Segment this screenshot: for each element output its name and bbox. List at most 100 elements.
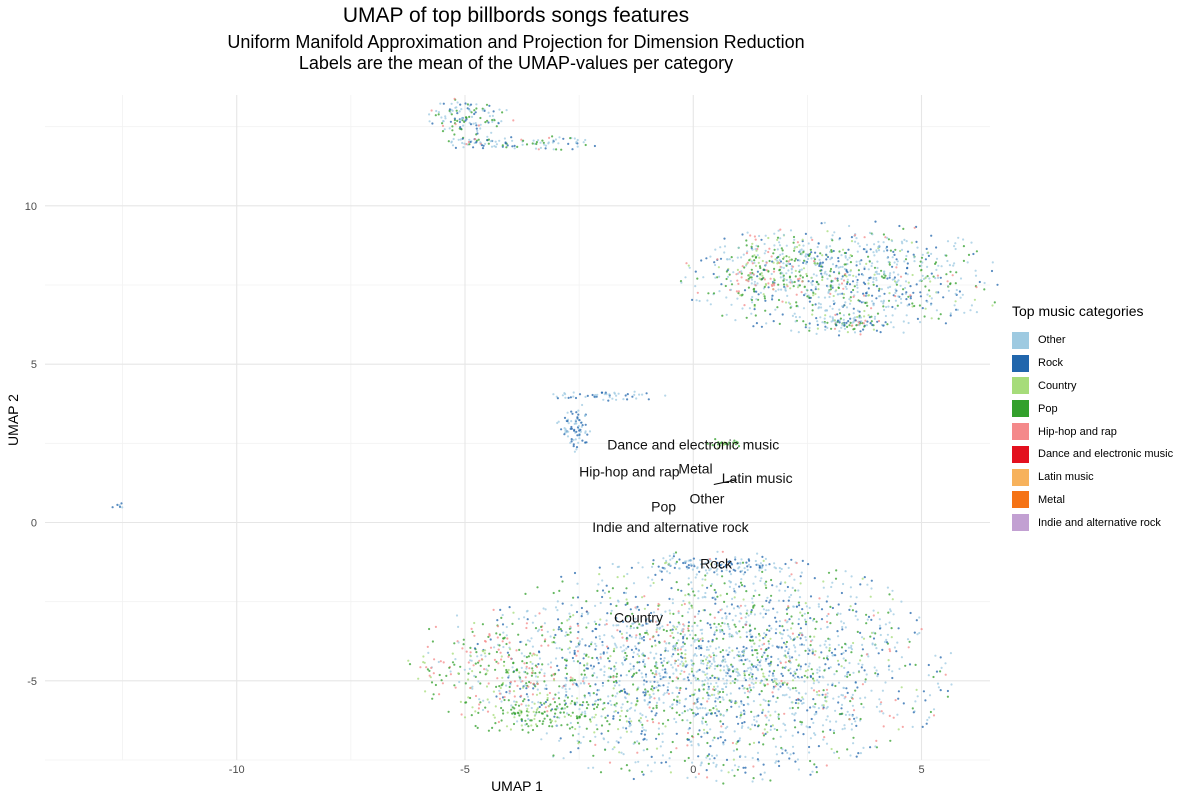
data-point — [795, 293, 798, 296]
data-point — [990, 269, 994, 273]
data-point — [579, 430, 583, 433]
data-point — [809, 675, 813, 679]
data-point — [769, 637, 772, 640]
data-point — [886, 633, 890, 636]
data-point — [911, 725, 914, 729]
data-point — [448, 108, 451, 111]
category-label: Indie and alternative rock — [592, 519, 749, 535]
data-point — [623, 656, 626, 659]
data-point — [701, 684, 704, 687]
data-point — [859, 697, 862, 700]
data-point — [450, 141, 453, 144]
data-point — [710, 693, 714, 697]
data-point — [576, 596, 580, 599]
data-point — [949, 652, 953, 655]
data-point — [608, 660, 611, 663]
data-point — [774, 290, 777, 293]
data-point — [758, 639, 761, 642]
data-point — [790, 615, 793, 618]
data-point — [639, 721, 642, 724]
data-point — [634, 617, 637, 620]
data-point — [713, 736, 716, 739]
data-point — [539, 141, 542, 144]
data-point — [848, 298, 851, 301]
data-point — [762, 637, 765, 640]
data-point — [762, 763, 765, 766]
data-point — [905, 254, 908, 258]
data-point — [503, 660, 506, 663]
data-point — [475, 651, 478, 654]
data-point — [831, 263, 835, 266]
data-point — [639, 712, 642, 715]
data-point — [878, 627, 882, 630]
data-point — [704, 574, 707, 577]
data-point — [804, 323, 808, 326]
data-point — [442, 102, 445, 105]
data-point — [511, 712, 514, 715]
data-point — [707, 678, 710, 681]
data-point — [756, 254, 759, 257]
data-point — [715, 754, 718, 757]
data-point — [672, 612, 675, 616]
data-point — [812, 689, 816, 692]
data-point — [614, 710, 617, 713]
data-point — [912, 711, 915, 714]
data-point — [731, 619, 734, 622]
data-point — [731, 665, 734, 668]
data-point — [750, 635, 753, 639]
data-point — [687, 627, 690, 630]
data-point — [881, 648, 884, 652]
data-point — [823, 296, 827, 299]
data-point — [707, 648, 710, 651]
data-point — [859, 659, 862, 662]
data-point — [815, 690, 819, 694]
data-point — [690, 667, 694, 670]
data-point — [698, 647, 701, 650]
data-point — [897, 728, 900, 731]
data-point — [569, 702, 572, 705]
data-point — [709, 709, 712, 712]
data-point — [552, 148, 555, 151]
data-point — [615, 398, 618, 401]
data-point — [735, 701, 738, 704]
data-point — [625, 598, 628, 601]
data-point — [804, 326, 807, 329]
data-point — [720, 566, 723, 570]
data-point — [503, 695, 506, 699]
data-point — [766, 654, 769, 658]
data-point — [713, 616, 716, 619]
data-point — [683, 705, 686, 708]
data-point — [785, 656, 788, 659]
data-point — [745, 316, 748, 319]
data-point — [437, 111, 440, 114]
data-point — [612, 624, 615, 627]
data-point — [683, 560, 687, 563]
data-point — [723, 245, 727, 248]
data-point — [643, 595, 646, 598]
data-point — [474, 694, 478, 698]
data-point — [741, 561, 745, 564]
data-point — [808, 326, 811, 329]
data-point — [825, 253, 828, 256]
data-point — [747, 563, 751, 566]
data-point — [648, 693, 651, 697]
data-point — [549, 666, 553, 669]
data-point — [705, 667, 709, 670]
data-point — [751, 295, 754, 299]
data-point — [711, 674, 714, 677]
data-point — [661, 668, 664, 672]
data-point — [808, 322, 811, 325]
data-point — [574, 703, 577, 706]
data-point — [487, 635, 490, 639]
data-point — [882, 305, 885, 308]
data-point — [673, 698, 676, 702]
data-point — [721, 575, 724, 578]
data-point — [859, 752, 863, 755]
data-point — [863, 294, 866, 297]
data-point — [564, 695, 567, 698]
data-point — [629, 668, 632, 671]
data-point — [535, 142, 538, 146]
category-label: Rock — [700, 555, 733, 571]
data-point — [661, 754, 665, 757]
